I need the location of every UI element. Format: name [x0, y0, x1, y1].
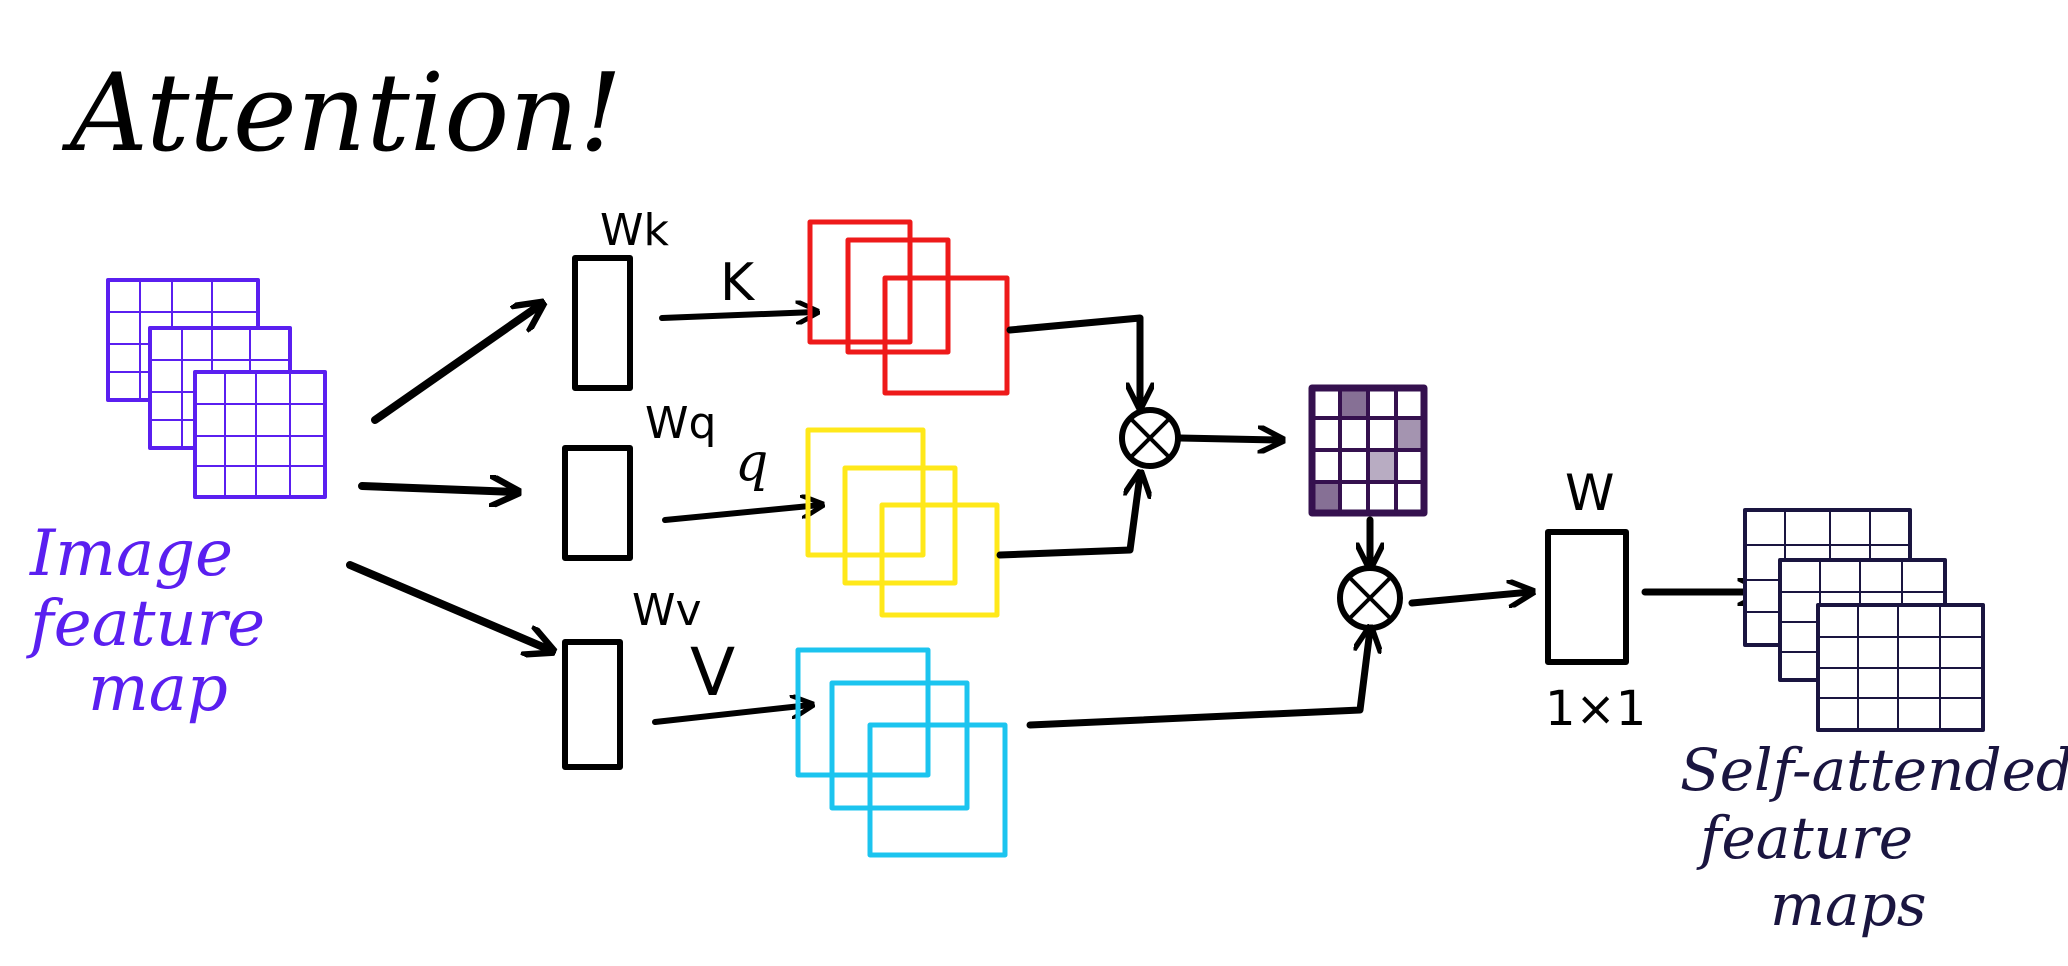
arrow-icon: [652, 705, 810, 725]
arrow-icon: [346, 561, 550, 650]
value-map-stack: [795, 647, 1008, 858]
output-label-line-2: feature: [1696, 804, 1913, 872]
weight-value-label: Wv: [632, 585, 702, 636]
query-map-stack: [805, 427, 1000, 618]
branch-query-label: q: [735, 433, 768, 493]
arrow-icon: [662, 505, 820, 523]
arrow-icon: [659, 312, 815, 318]
input-label-line-3: map: [88, 652, 228, 726]
weight-box-query: [562, 445, 633, 561]
weight-key-label: Wk: [600, 205, 670, 256]
output-label-line-3: maps: [1770, 871, 1926, 939]
weight-box-key: [572, 255, 633, 391]
weight-output-label: W: [1565, 464, 1614, 522]
key-map-stack: [807, 219, 1010, 396]
branch-key-label: K: [720, 253, 756, 313]
weight-box-value: [562, 639, 623, 770]
attention-map-grid: [1308, 384, 1428, 517]
weight-output-size: 1×1: [1545, 681, 1646, 737]
output-label: Self-attended feature maps: [1680, 736, 2068, 939]
arrow-icon: [1006, 314, 1140, 405]
arrow-icon: [1026, 630, 1370, 729]
arrow-icon: [371, 305, 540, 424]
output-feature-stack: [1743, 508, 1985, 732]
input-label-line-1: Image: [29, 517, 233, 591]
weight-box-output: [1545, 529, 1629, 665]
output-label-line-1: Self-attended: [1680, 736, 2068, 804]
input-label: Image feature map: [26, 517, 265, 726]
arrow-icon: [996, 475, 1140, 559]
input-feature-stack: [106, 278, 327, 499]
input-label-line-2: feature: [26, 587, 265, 661]
arrow-icon: [358, 486, 515, 492]
weight-query-label: Wq: [645, 398, 716, 449]
diagram-title: Attention!: [61, 51, 622, 176]
arrow-icon: [1176, 438, 1280, 440]
branch-value-label: V: [690, 634, 735, 711]
arrow-icon: [1408, 592, 1530, 603]
multiply-node-icon: [1119, 407, 1403, 631]
